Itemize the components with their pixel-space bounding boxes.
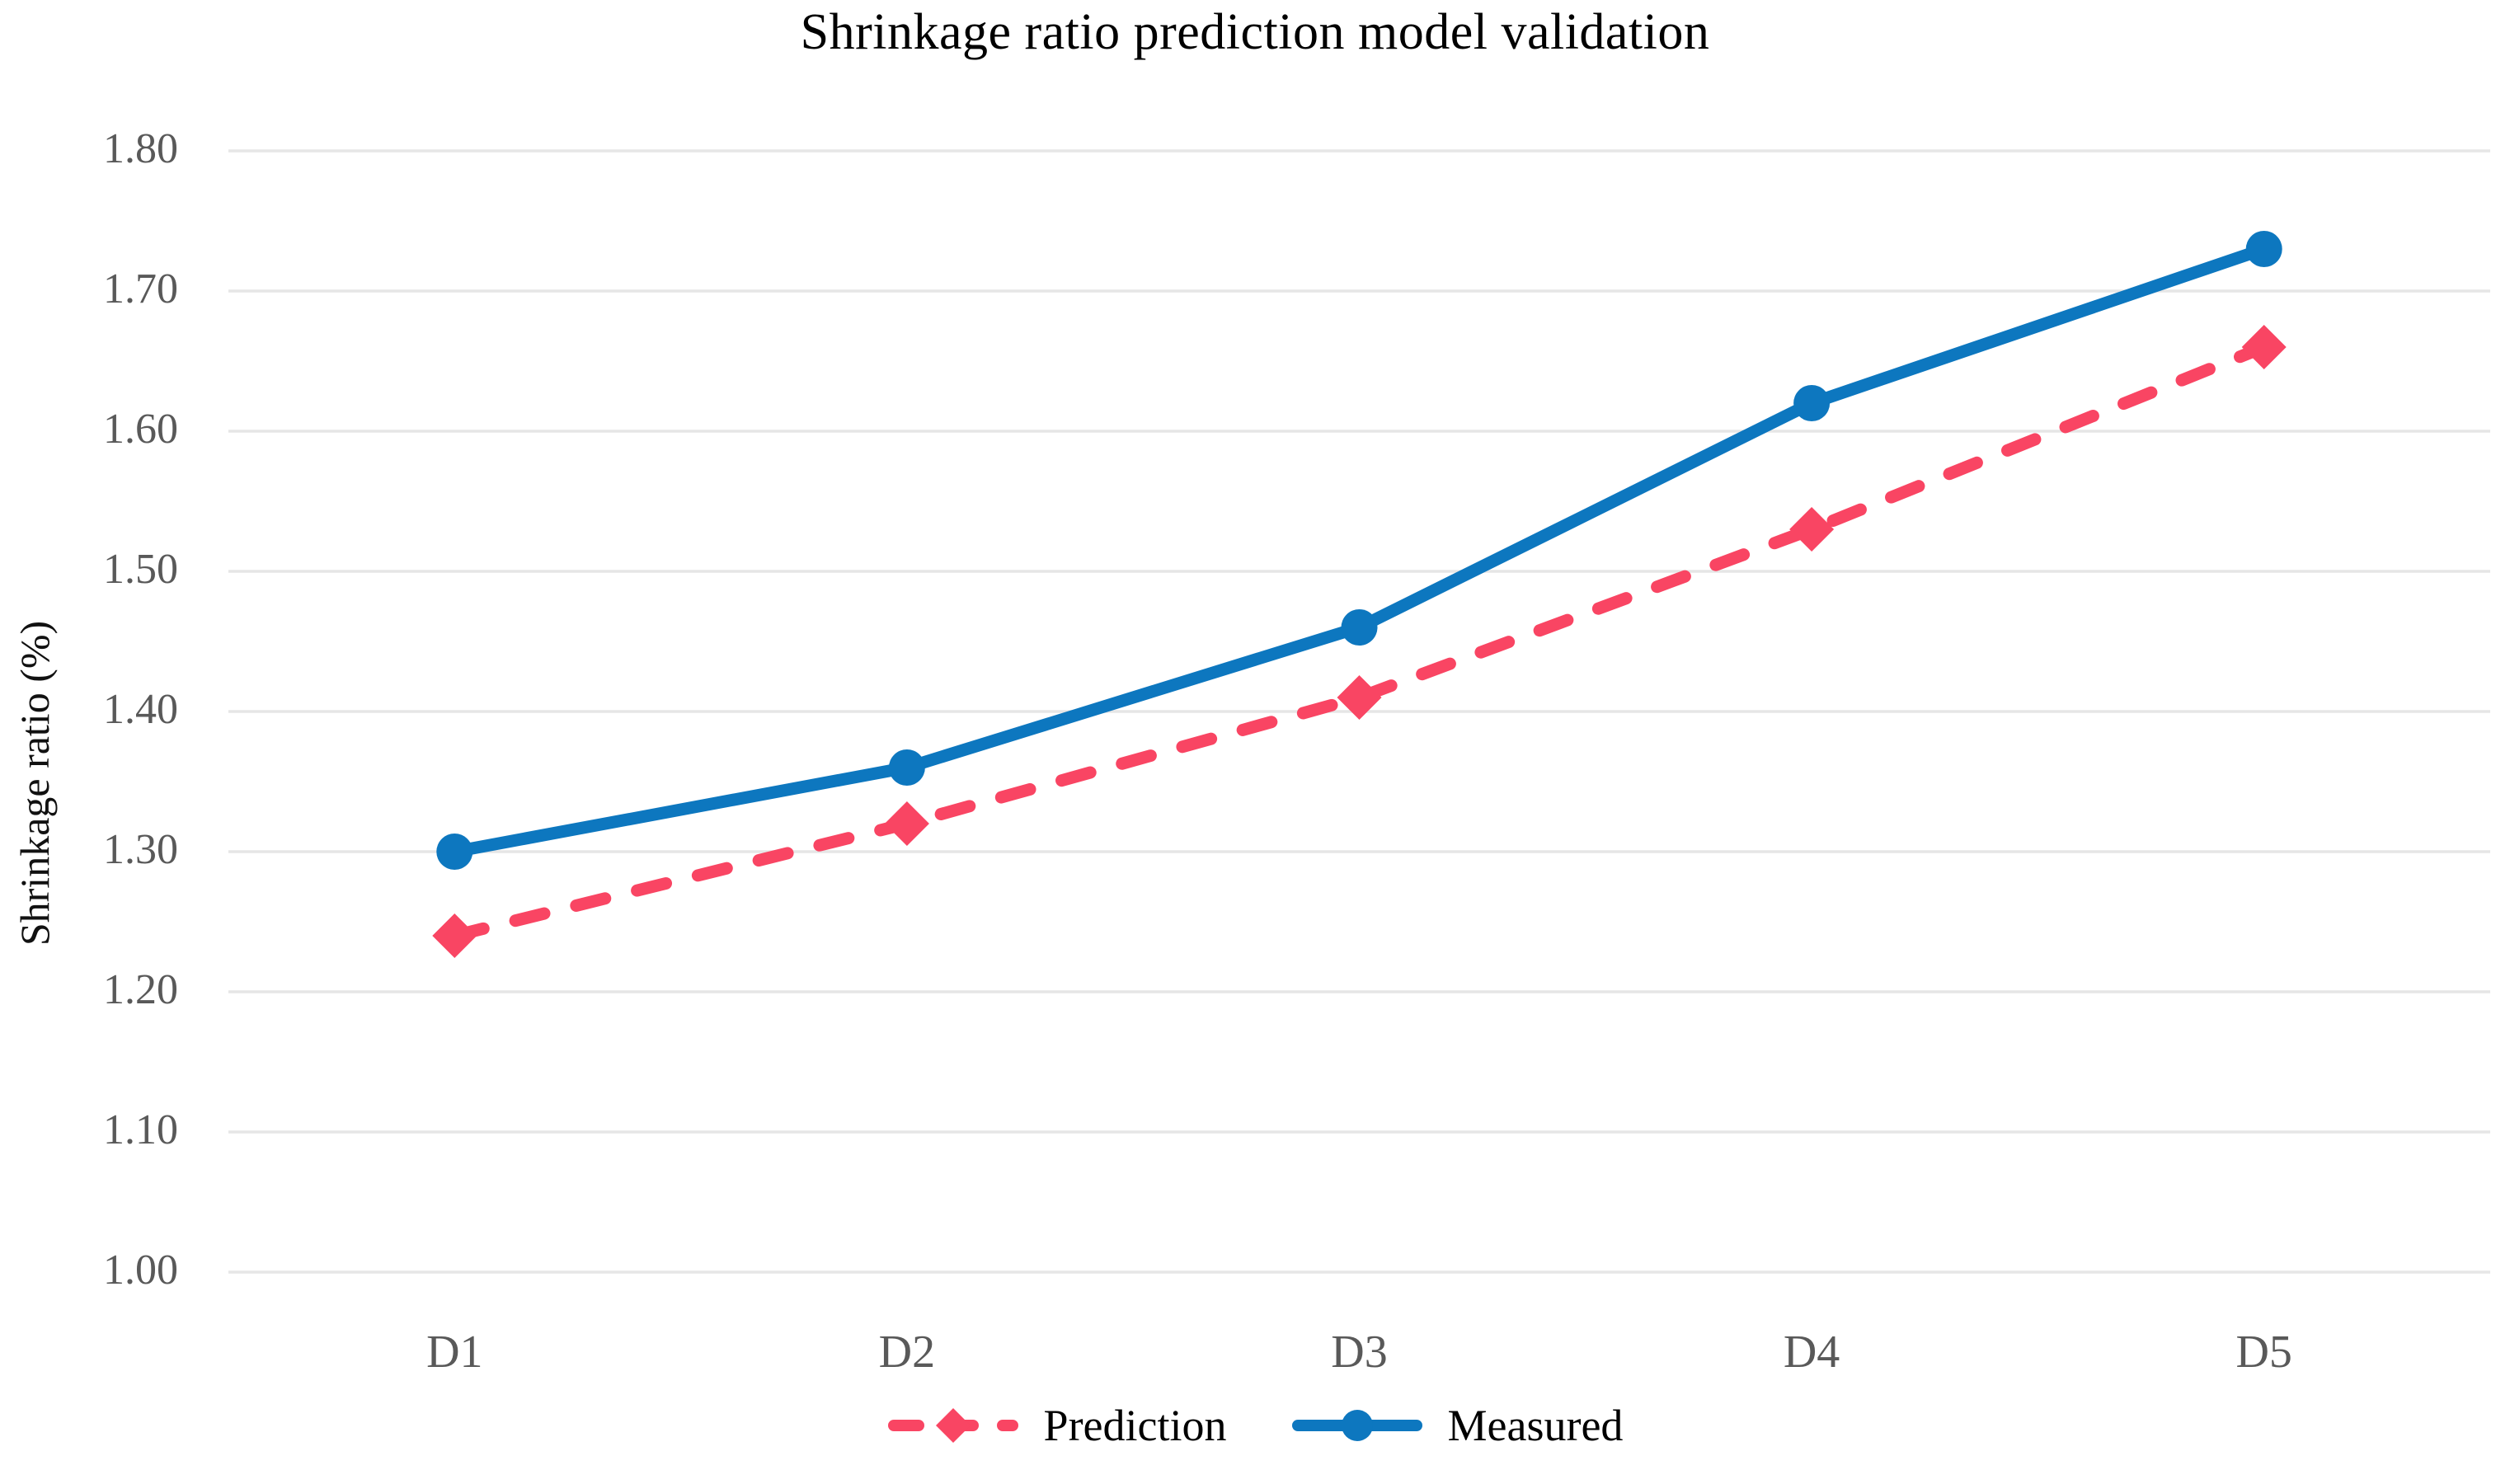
y-tick-label: 1.00: [103, 1247, 178, 1294]
legend-marker-prediction: [935, 1408, 971, 1443]
x-tick-label-d4: D4: [1783, 1327, 1840, 1378]
legend-label-prediction: Prediction: [1043, 1401, 1227, 1450]
prediction-marker-d2: [884, 801, 929, 846]
y-tick-label: 1.70: [103, 265, 178, 313]
chart-title: Shrinkage ratio prediction model validat…: [800, 4, 1710, 60]
legend-sample-measured: [1291, 1410, 1422, 1441]
y-tick-label: 1.20: [103, 966, 178, 1014]
x-tick-label-d2: D2: [878, 1327, 936, 1378]
y-tick-label: 1.40: [103, 686, 178, 734]
prediction-marker-d5: [2241, 325, 2287, 369]
x-tick-label-d5: D5: [2235, 1327, 2292, 1378]
legend-marker-measured: [1341, 1410, 1373, 1441]
measured-marker-d3: [1341, 609, 1378, 646]
legend-item-measured: Measured: [1291, 1400, 1624, 1451]
legend-sample-prediction: [887, 1408, 1018, 1443]
prediction-series: [432, 325, 2287, 958]
legend: Prediction Measured: [0, 1400, 2510, 1451]
y-tick-label: 1.50: [103, 546, 178, 594]
measured-marker-d2: [888, 749, 925, 786]
x-tick-label-d1: D1: [426, 1327, 483, 1378]
y-tick-label: 1.10: [103, 1106, 178, 1154]
y-tick-label: 1.60: [103, 406, 178, 453]
legend-label-measured: Measured: [1447, 1401, 1624, 1450]
gridlines: [228, 149, 2490, 1274]
y-tick-label: 1.30: [103, 826, 178, 874]
measured-marker-d1: [436, 834, 473, 870]
y-tick-label: 1.80: [103, 125, 178, 173]
prediction-marker-d3: [1337, 675, 1382, 720]
prediction-marker-d4: [1789, 507, 1835, 552]
prediction-marker-d1: [432, 913, 477, 958]
measured-marker-d5: [2245, 231, 2282, 267]
measured-marker-d4: [1793, 385, 1831, 421]
legend-item-prediction: Prediction: [887, 1400, 1227, 1451]
measured-line: [448, 242, 2271, 858]
x-tick-label-d3: D3: [1331, 1327, 1388, 1378]
measured-series: [436, 231, 2282, 870]
